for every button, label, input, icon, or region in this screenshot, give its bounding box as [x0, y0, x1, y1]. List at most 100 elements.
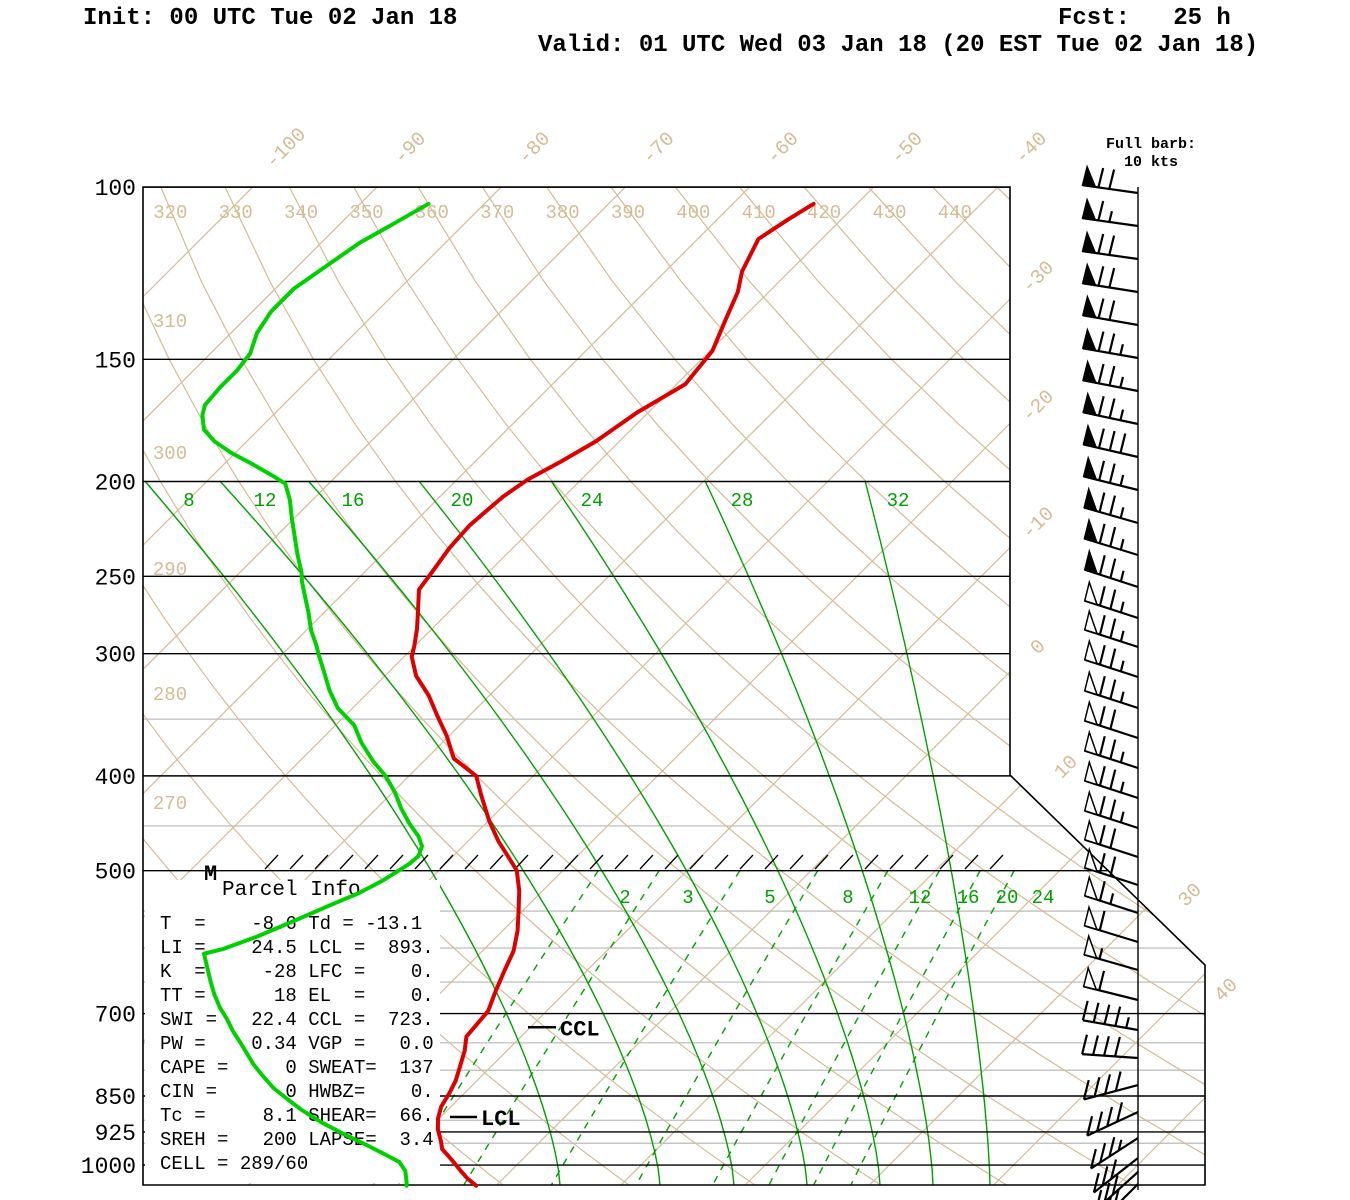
svg-text:250: 250 [95, 565, 136, 591]
svg-text:10: 10 [1050, 751, 1083, 784]
wind-barb [1082, 455, 1139, 492]
svg-text:32: 32 [887, 490, 910, 512]
wind-barb [1083, 904, 1139, 944]
ccl-marker: CCL [528, 1017, 600, 1042]
dry-adiabat-labels-left: 310 300 290 280 270 [153, 311, 187, 815]
svg-text:Tc = 8.1 SHEAR= 66.: Tc = 8.1 SHEAR= 66. [160, 1105, 434, 1127]
svg-text:400: 400 [95, 765, 136, 791]
svg-text:LI = 24.5 LCL = 893.: LI = 24.5 LCL = 893. [160, 937, 434, 959]
wind-barb [1083, 759, 1139, 800]
wind-barb [1081, 1000, 1139, 1032]
wind-barb [1082, 359, 1139, 393]
wind-barb [1083, 789, 1139, 830]
svg-text:CIN = 0 HWBZ= 0.: CIN = 0 HWBZ= 0. [160, 1081, 434, 1103]
wind-barb [1081, 262, 1139, 294]
temperature-curve [409, 201, 816, 1188]
wind-barb-legend-line2: 10 kts [1124, 154, 1179, 171]
header-init-time: Init: 00 UTC Tue 02 Jan 18 [83, 5, 458, 32]
wind-barb [1081, 1034, 1139, 1060]
svg-text:12: 12 [254, 490, 277, 512]
svg-text:24: 24 [581, 490, 604, 512]
svg-text:370: 370 [480, 202, 514, 224]
svg-text:8: 8 [183, 490, 194, 512]
svg-text:380: 380 [545, 202, 579, 224]
wind-barb [1089, 1136, 1139, 1170]
svg-text:270: 270 [153, 793, 187, 815]
svg-text:400: 400 [676, 202, 710, 224]
svg-text:360: 360 [415, 202, 449, 224]
chart-border [142, 186, 1206, 1186]
svg-text:20: 20 [996, 887, 1019, 909]
mixing-ratio-labels: 2 3 5 8 12 16 20 24 [619, 887, 1054, 909]
svg-text:310: 310 [153, 311, 187, 333]
svg-text:330: 330 [219, 202, 253, 224]
wind-barb [1081, 294, 1139, 327]
svg-text:-50: -50 [887, 128, 929, 170]
svg-text:350: 350 [349, 202, 383, 224]
wind-barb [1083, 548, 1139, 589]
svg-text:12: 12 [909, 887, 932, 909]
svg-text:0: 0 [1026, 635, 1051, 660]
svg-text:2: 2 [619, 887, 630, 909]
wind-barb [1092, 1157, 1139, 1194]
svg-text:300: 300 [153, 443, 187, 465]
wind-barb [1083, 699, 1139, 740]
wind-barb [1083, 729, 1139, 770]
wind-barb [1082, 423, 1139, 459]
svg-text:410: 410 [742, 202, 776, 224]
svg-text:200: 200 [95, 470, 136, 496]
wind-barb [1082, 391, 1139, 426]
hatched-level-line [264, 854, 1004, 870]
svg-text:320: 320 [153, 202, 187, 224]
parcel-info-backdrop [145, 880, 440, 1183]
wind-barb [1082, 1071, 1139, 1101]
svg-text:150: 150 [95, 348, 136, 374]
svg-text:M: M [204, 862, 217, 887]
svg-text:-30: -30 [1018, 257, 1060, 299]
wind-barb [1083, 818, 1139, 859]
svg-text:20: 20 [451, 490, 474, 512]
svg-text:925: 925 [95, 1121, 136, 1147]
wind-barb [1083, 486, 1139, 525]
dry-adiabat-labels-top: 320 330 340 350 360 370 380 390 400 410 420 430 440 [153, 202, 972, 224]
wind-barb [1083, 517, 1139, 557]
lcl-marker: LCL [450, 1107, 521, 1132]
svg-text:-10: -10 [1018, 503, 1060, 545]
isotherm-labels-top: -100 -90 -80 -70 -60 -50 -40 [262, 124, 1053, 174]
svg-text:8: 8 [842, 887, 853, 909]
wind-barb [1086, 1102, 1139, 1137]
moist-adiabat-lines [144, 480, 991, 1185]
svg-text:390: 390 [611, 202, 645, 224]
svg-text:40: 40 [1210, 974, 1243, 1007]
svg-text:3: 3 [682, 887, 693, 909]
svg-text:16: 16 [957, 887, 980, 909]
svg-text:Parcel Info: Parcel Info [222, 879, 361, 902]
svg-text:440: 440 [938, 202, 972, 224]
svg-text:K = -28 LFC = 0.: K = -28 LFC = 0. [160, 961, 434, 983]
wind-barb [1083, 579, 1139, 620]
svg-text:-20: -20 [1018, 386, 1060, 428]
wind-barb [1081, 230, 1139, 261]
wind-barb [1083, 638, 1139, 679]
svg-text:700: 700 [95, 1003, 136, 1029]
svg-text:-100: -100 [262, 124, 312, 174]
svg-text:CELL = 289/60: CELL = 289/60 [160, 1153, 308, 1175]
wind-barb [1081, 197, 1139, 228]
wind-barb-legend: Full barb: 10 kts [1106, 136, 1196, 172]
header-valid-time: Valid: 01 UTC Wed 03 Jan 18 (20 EST Tue … [538, 32, 1259, 59]
svg-text:CCL: CCL [560, 1017, 600, 1042]
svg-text:TT = 18 EL = 0.: TT = 18 EL = 0. [160, 985, 434, 1007]
svg-text:5: 5 [764, 887, 775, 909]
svg-text:SWI = 22.4 CCL = 723.: SWI = 22.4 CCL = 723. [160, 1009, 434, 1031]
wind-barb [1083, 669, 1139, 710]
wind-barb [1083, 874, 1139, 915]
svg-text:16: 16 [342, 490, 365, 512]
moist-adiabat-labels: 8 12 16 20 24 28 32 [183, 490, 909, 512]
svg-text:340: 340 [284, 202, 318, 224]
svg-text:290: 290 [153, 559, 187, 581]
svg-text:-90: -90 [390, 128, 432, 170]
svg-text:30: 30 [1174, 879, 1207, 912]
